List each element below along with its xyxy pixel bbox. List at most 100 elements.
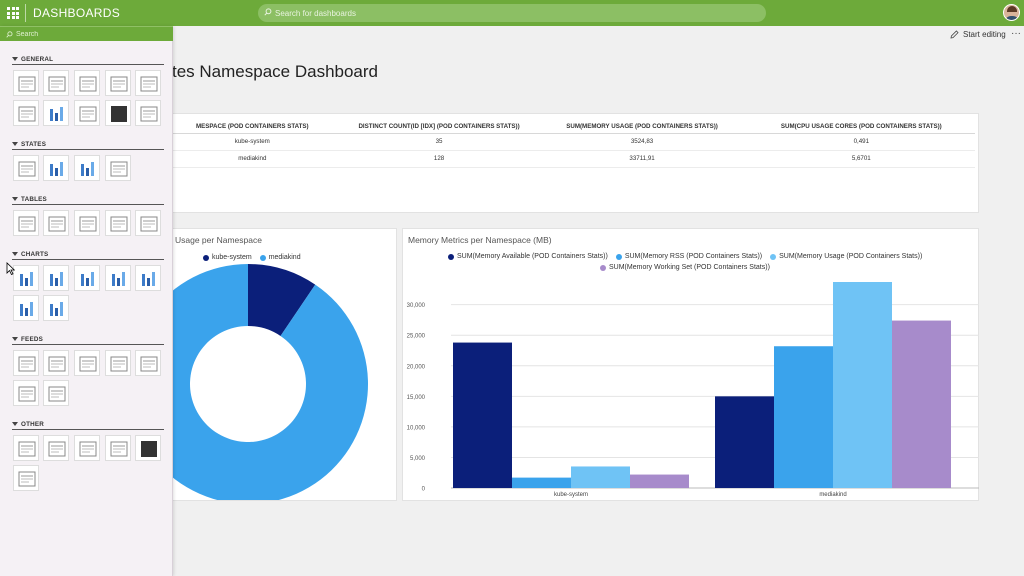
donut-slice-mediakind[interactable]: [151, 264, 368, 501]
legend-item[interactable]: SUM(Memory Working Set (POD Containers S…: [600, 264, 770, 271]
calendar-widget-tile[interactable]: [13, 350, 39, 376]
bar-mediakind-series-3[interactable]: [892, 320, 951, 488]
bar-kube-system-series-1[interactable]: [512, 477, 571, 488]
palette-section-other[interactable]: OTHER: [12, 419, 164, 430]
collapse-caret-icon: [12, 142, 18, 146]
relation-table-widget-tile[interactable]: [74, 210, 100, 236]
ring-gauge-widget-tile[interactable]: [74, 155, 100, 181]
dark-tile-widget-tile[interactable]: [105, 100, 131, 126]
feed-table-widget-tile[interactable]: [135, 350, 161, 376]
blocks-table-widget-tile[interactable]: [105, 210, 131, 236]
bar-mediakind-series-1[interactable]: [774, 346, 833, 488]
y-tick-label: 20,000: [407, 364, 426, 370]
donut-chart-icon: [112, 272, 125, 286]
name-value-widget-tile[interactable]: [13, 155, 39, 181]
list-table-icon: [48, 216, 66, 232]
app-launcher-icon[interactable]: [7, 7, 19, 19]
legend-item[interactable]: mediakind: [259, 254, 301, 261]
network-icon: [18, 441, 36, 457]
signal-widget-tile[interactable]: [105, 435, 131, 461]
clock-widget-tile[interactable]: [13, 100, 39, 126]
palette-section-label: STATES: [21, 140, 47, 148]
arc-gauge-icon: [50, 162, 63, 176]
table-header[interactable]: MESPACE (POD CONTAINERS STATS): [163, 120, 342, 134]
bar-kube-system-series-3[interactable]: [630, 474, 689, 488]
gauge-dial-widget-tile[interactable]: [43, 100, 69, 126]
status-bar-widget-tile[interactable]: [105, 155, 131, 181]
page-title: tes Namespace Dashboard: [172, 62, 379, 81]
treemap-widget-tile[interactable]: [43, 435, 69, 461]
tree-feed-widget-tile[interactable]: [105, 350, 131, 376]
table-cell: 3524,83: [536, 133, 748, 151]
column-chart-widget-tile[interactable]: [43, 265, 69, 291]
bar-mediakind-series-0[interactable]: [715, 396, 774, 488]
list-widget-tile[interactable]: [135, 100, 161, 126]
timeline-widget-tile[interactable]: [43, 380, 69, 406]
dashboard-search-input[interactable]: [275, 6, 755, 20]
top-bar: DASHBOARDS: [0, 0, 1024, 26]
table-cell: 35: [341, 133, 537, 151]
palette-section-tables[interactable]: TABLES: [12, 194, 164, 205]
legend-item[interactable]: kube-system: [203, 254, 252, 261]
line-chart-widget-tile[interactable]: [135, 265, 161, 291]
bar-chart-widget-tile[interactable]: [74, 265, 100, 291]
feed-list-widget-tile[interactable]: [74, 350, 100, 376]
table-row[interactable]: kube-system 35 3524,83 0,491: [163, 133, 975, 151]
list-table-widget-tile[interactable]: [43, 210, 69, 236]
legend-label: SUM(Memory Available (POD Containers Sta…: [457, 253, 608, 260]
card-widget-tile[interactable]: [13, 70, 39, 96]
more-options-icon[interactable]: ···: [1011, 28, 1021, 39]
avatar[interactable]: [1003, 4, 1020, 21]
dashboard-search[interactable]: [258, 4, 766, 22]
dark-graph-widget-tile[interactable]: [135, 435, 161, 461]
bar-kube-system-series-2[interactable]: [571, 466, 630, 488]
flow-widget-tile[interactable]: [13, 380, 39, 406]
donut-slice-kube-system[interactable]: [248, 264, 316, 336]
timeline-icon: [48, 386, 66, 402]
sankey-chart-widget-tile[interactable]: [43, 295, 69, 321]
palette-section-label: OTHER: [21, 420, 45, 428]
bar-kube-system-series-0[interactable]: [453, 342, 512, 488]
table-row[interactable]: mediakind 128 33711,91 5,6701: [163, 150, 975, 168]
palette-section-label: CHARTS: [21, 250, 49, 258]
network-widget-tile[interactable]: [13, 435, 39, 461]
pie-chart-widget-tile[interactable]: [13, 295, 39, 321]
arc-gauge-widget-tile[interactable]: [43, 155, 69, 181]
palette-section-general[interactable]: GENERAL: [12, 54, 164, 65]
feed-list-icon: [79, 356, 97, 372]
bar-legend-row-2: SUM(Memory Working Set (POD Containers S…: [600, 264, 770, 271]
web-page-widget-tile[interactable]: [105, 70, 131, 96]
text-widget-tile[interactable]: [43, 70, 69, 96]
treemap-icon: [48, 441, 66, 457]
map-pin-widget-tile[interactable]: [135, 70, 161, 96]
dropdown-widget-tile[interactable]: [43, 350, 69, 376]
widget-palette: GENERAL STATES TABLES CHARTS FEEDS OTHER: [0, 26, 173, 576]
legend-swatch: [615, 253, 622, 260]
palette-search-input[interactable]: [16, 28, 166, 40]
legend-label: SUM(Memory Working Set (POD Containers S…: [609, 264, 770, 271]
donut-chart-widget-tile[interactable]: [105, 265, 131, 291]
visio-icon: [18, 471, 36, 487]
bar-mediakind-series-2[interactable]: [833, 282, 892, 488]
visio-widget-tile[interactable]: [13, 465, 39, 491]
area-chart-widget-tile[interactable]: [13, 265, 39, 291]
palette-section-feeds[interactable]: FEEDS: [12, 334, 164, 345]
matrix-table-widget-tile[interactable]: [135, 210, 161, 236]
brand-title[interactable]: DASHBOARDS: [33, 6, 121, 20]
grid-table-widget-tile[interactable]: [13, 210, 39, 236]
palette-search[interactable]: [0, 26, 173, 41]
image-widget-tile[interactable]: [74, 70, 100, 96]
search-icon: [264, 8, 272, 16]
legend-item[interactable]: SUM(Memory RSS (POD Containers Stats)): [615, 253, 762, 260]
status-bar-icon: [110, 161, 128, 177]
table-header[interactable]: SUM(CPU USAGE CORES (POD CONTAINERS STAT…: [747, 120, 975, 134]
legend-item[interactable]: SUM(Memory Available (POD Containers Sta…: [448, 253, 608, 260]
legend-item[interactable]: SUM(Memory Usage (POD Containers Stats)): [770, 253, 922, 260]
table-header[interactable]: DISTINCT COUNT(ID [IDX] (POD CONTAINERS …: [341, 120, 537, 134]
start-editing-button[interactable]: Start editing: [950, 30, 1006, 39]
flow-map-widget-tile[interactable]: [74, 435, 100, 461]
table-header[interactable]: SUM(MEMORY USAGE (POD CONTAINERS STATS)): [536, 120, 748, 134]
annotation-widget-tile[interactable]: [74, 100, 100, 126]
palette-section-charts[interactable]: CHARTS: [12, 249, 164, 260]
palette-section-states[interactable]: STATES: [12, 139, 164, 150]
